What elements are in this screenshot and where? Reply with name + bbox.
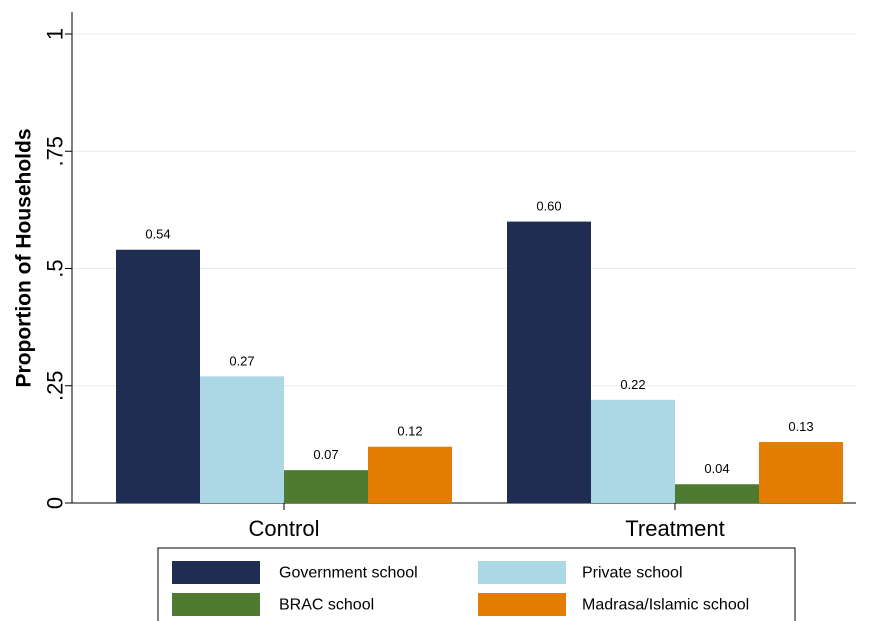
legend-swatch: [172, 561, 260, 584]
legend-label: Private school: [582, 565, 683, 582]
legend-swatch: [478, 561, 566, 584]
data-label: 0.04: [704, 461, 729, 476]
gridlines: [72, 33, 856, 387]
bar-government-school-control: [116, 249, 200, 503]
legend-label: Madrasa/Islamic school: [582, 597, 749, 614]
data-label: 0.13: [788, 419, 813, 434]
legend-label: BRAC school: [279, 597, 374, 614]
x-tick-label: Treatment: [625, 516, 724, 541]
data-label: 0.12: [397, 424, 422, 439]
bar-private-school-treatment: [591, 399, 675, 503]
legend: Government school Private school BRAC scho…: [157, 547, 796, 621]
y-axis-title: Proportion of Households: [13, 129, 36, 388]
data-labels: 0.54 0.27 0.07 0.12 0.60 0.22 0.04 0.13: [145, 199, 813, 477]
data-label: 0.60: [536, 199, 561, 214]
legend-swatch: [478, 593, 566, 616]
data-label: 0.07: [313, 447, 338, 462]
legend-label: Government school: [279, 565, 418, 582]
legend-box: [157, 547, 796, 621]
y-tick-label: .25: [43, 370, 68, 401]
data-label: 0.54: [145, 227, 170, 242]
bar-madrasa-islamic-school-control: [368, 446, 452, 503]
legend-swatch: [172, 593, 260, 616]
data-label: 0.27: [229, 353, 254, 368]
x-tick-label: Control: [249, 516, 320, 541]
y-tick-label: 0: [43, 497, 68, 509]
bar-brac-school-treatment: [675, 484, 759, 503]
y-tick-label: .75: [43, 136, 68, 167]
bar-private-school-control: [200, 376, 284, 503]
bar-brac-school-control: [284, 470, 368, 503]
bar-government-school-treatment: [507, 221, 591, 503]
y-tick-label: .5: [43, 259, 68, 277]
data-label: 0.22: [620, 377, 645, 392]
y-tick-label: 1: [43, 28, 68, 40]
bars: [116, 221, 843, 503]
bar-madrasa-islamic-school-treatment: [759, 442, 843, 503]
